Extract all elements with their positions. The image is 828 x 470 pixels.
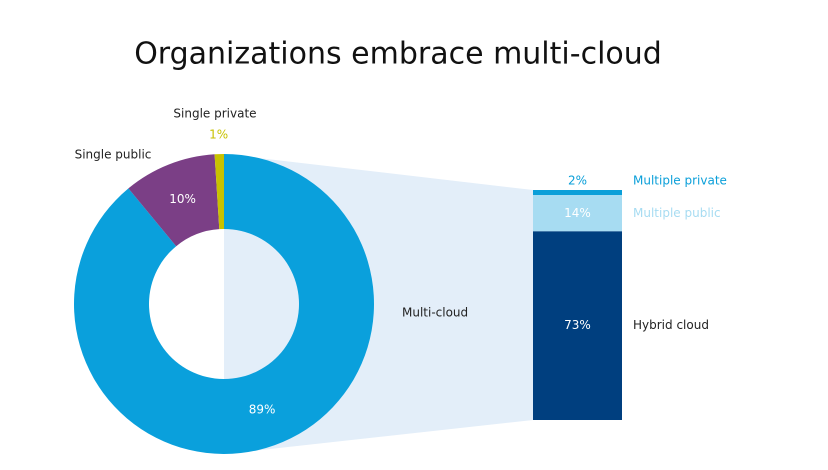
value-label: 14% [564, 206, 591, 220]
value-label: 73% [564, 318, 591, 332]
category-label: Multi-cloud [402, 306, 468, 320]
category-label: Multiple public [633, 206, 721, 220]
value-label: 1% [209, 128, 228, 142]
category-label: Multiple private [633, 174, 727, 188]
value-label: 2% [568, 174, 587, 188]
category-label: Hybrid cloud [633, 318, 709, 332]
donut-slice [74, 154, 375, 454]
bar-segment [533, 195, 622, 232]
value-label: 89% [249, 402, 276, 416]
bar-segment [533, 190, 622, 196]
category-label: Single public [75, 148, 152, 162]
chart-title: Organizations embrace multi-cloud [134, 37, 662, 72]
category-label: Single private [173, 107, 256, 121]
donut-slice [128, 154, 220, 247]
value-label: 10% [169, 192, 196, 206]
bar-segment [533, 231, 622, 420]
donut-slice [214, 154, 224, 230]
